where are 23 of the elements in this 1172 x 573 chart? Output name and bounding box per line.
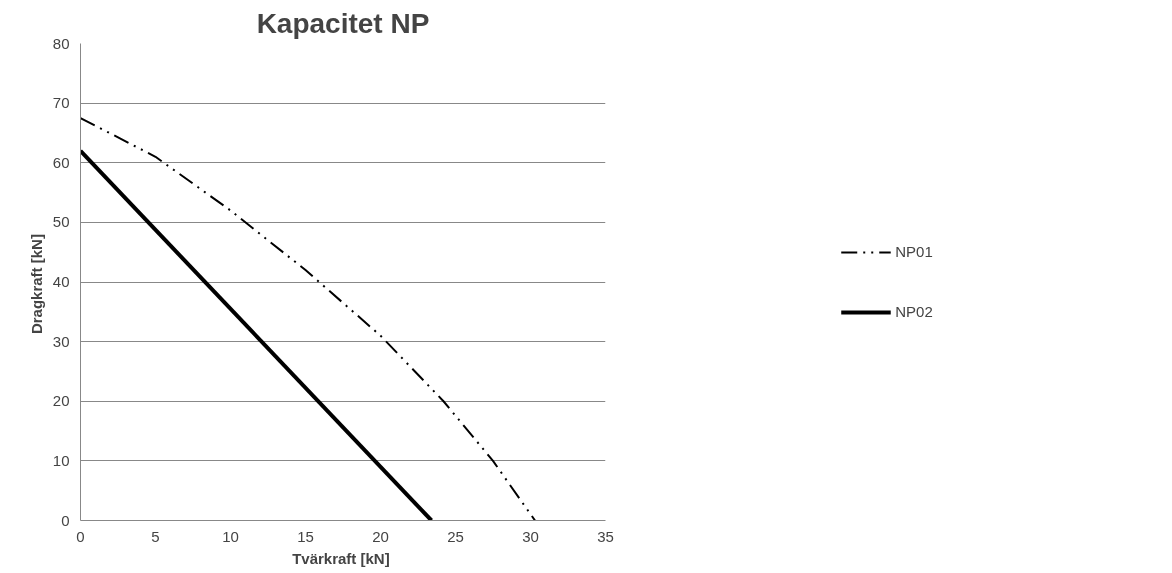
x-tick-label: 30: [522, 527, 539, 545]
y-tick-label: 50: [52, 213, 70, 231]
x-tick-label: 0: [76, 527, 85, 545]
x-tick-label: 20: [372, 527, 389, 545]
y-tick-label: 0: [61, 511, 70, 529]
y-tick-label: 20: [52, 392, 70, 410]
line-series: [80, 117, 536, 521]
y-axis-title: Dragkraft [kN]: [27, 234, 45, 335]
x-tick-label: 35: [597, 527, 614, 545]
y-tick-label: 60: [52, 153, 70, 171]
y-tick-label: 10: [52, 451, 70, 469]
y-tick-label: 70: [52, 94, 70, 112]
chart-title: Kapacitet NP: [256, 7, 430, 39]
y-tick-label: 30: [52, 332, 70, 350]
x-tick-label: 15: [297, 527, 314, 545]
y-tick-label: 40: [52, 273, 70, 290]
x-tick-label: 10: [222, 527, 239, 545]
legend-label: NP01: [895, 243, 933, 260]
x-tick-label: 25: [447, 527, 464, 545]
y-tick-label: 80: [52, 34, 70, 52]
x-axis-title: Tvärkraft [kN]: [292, 549, 390, 567]
x-tick-label: 5: [151, 527, 160, 545]
legend-label: NP02: [895, 303, 933, 320]
